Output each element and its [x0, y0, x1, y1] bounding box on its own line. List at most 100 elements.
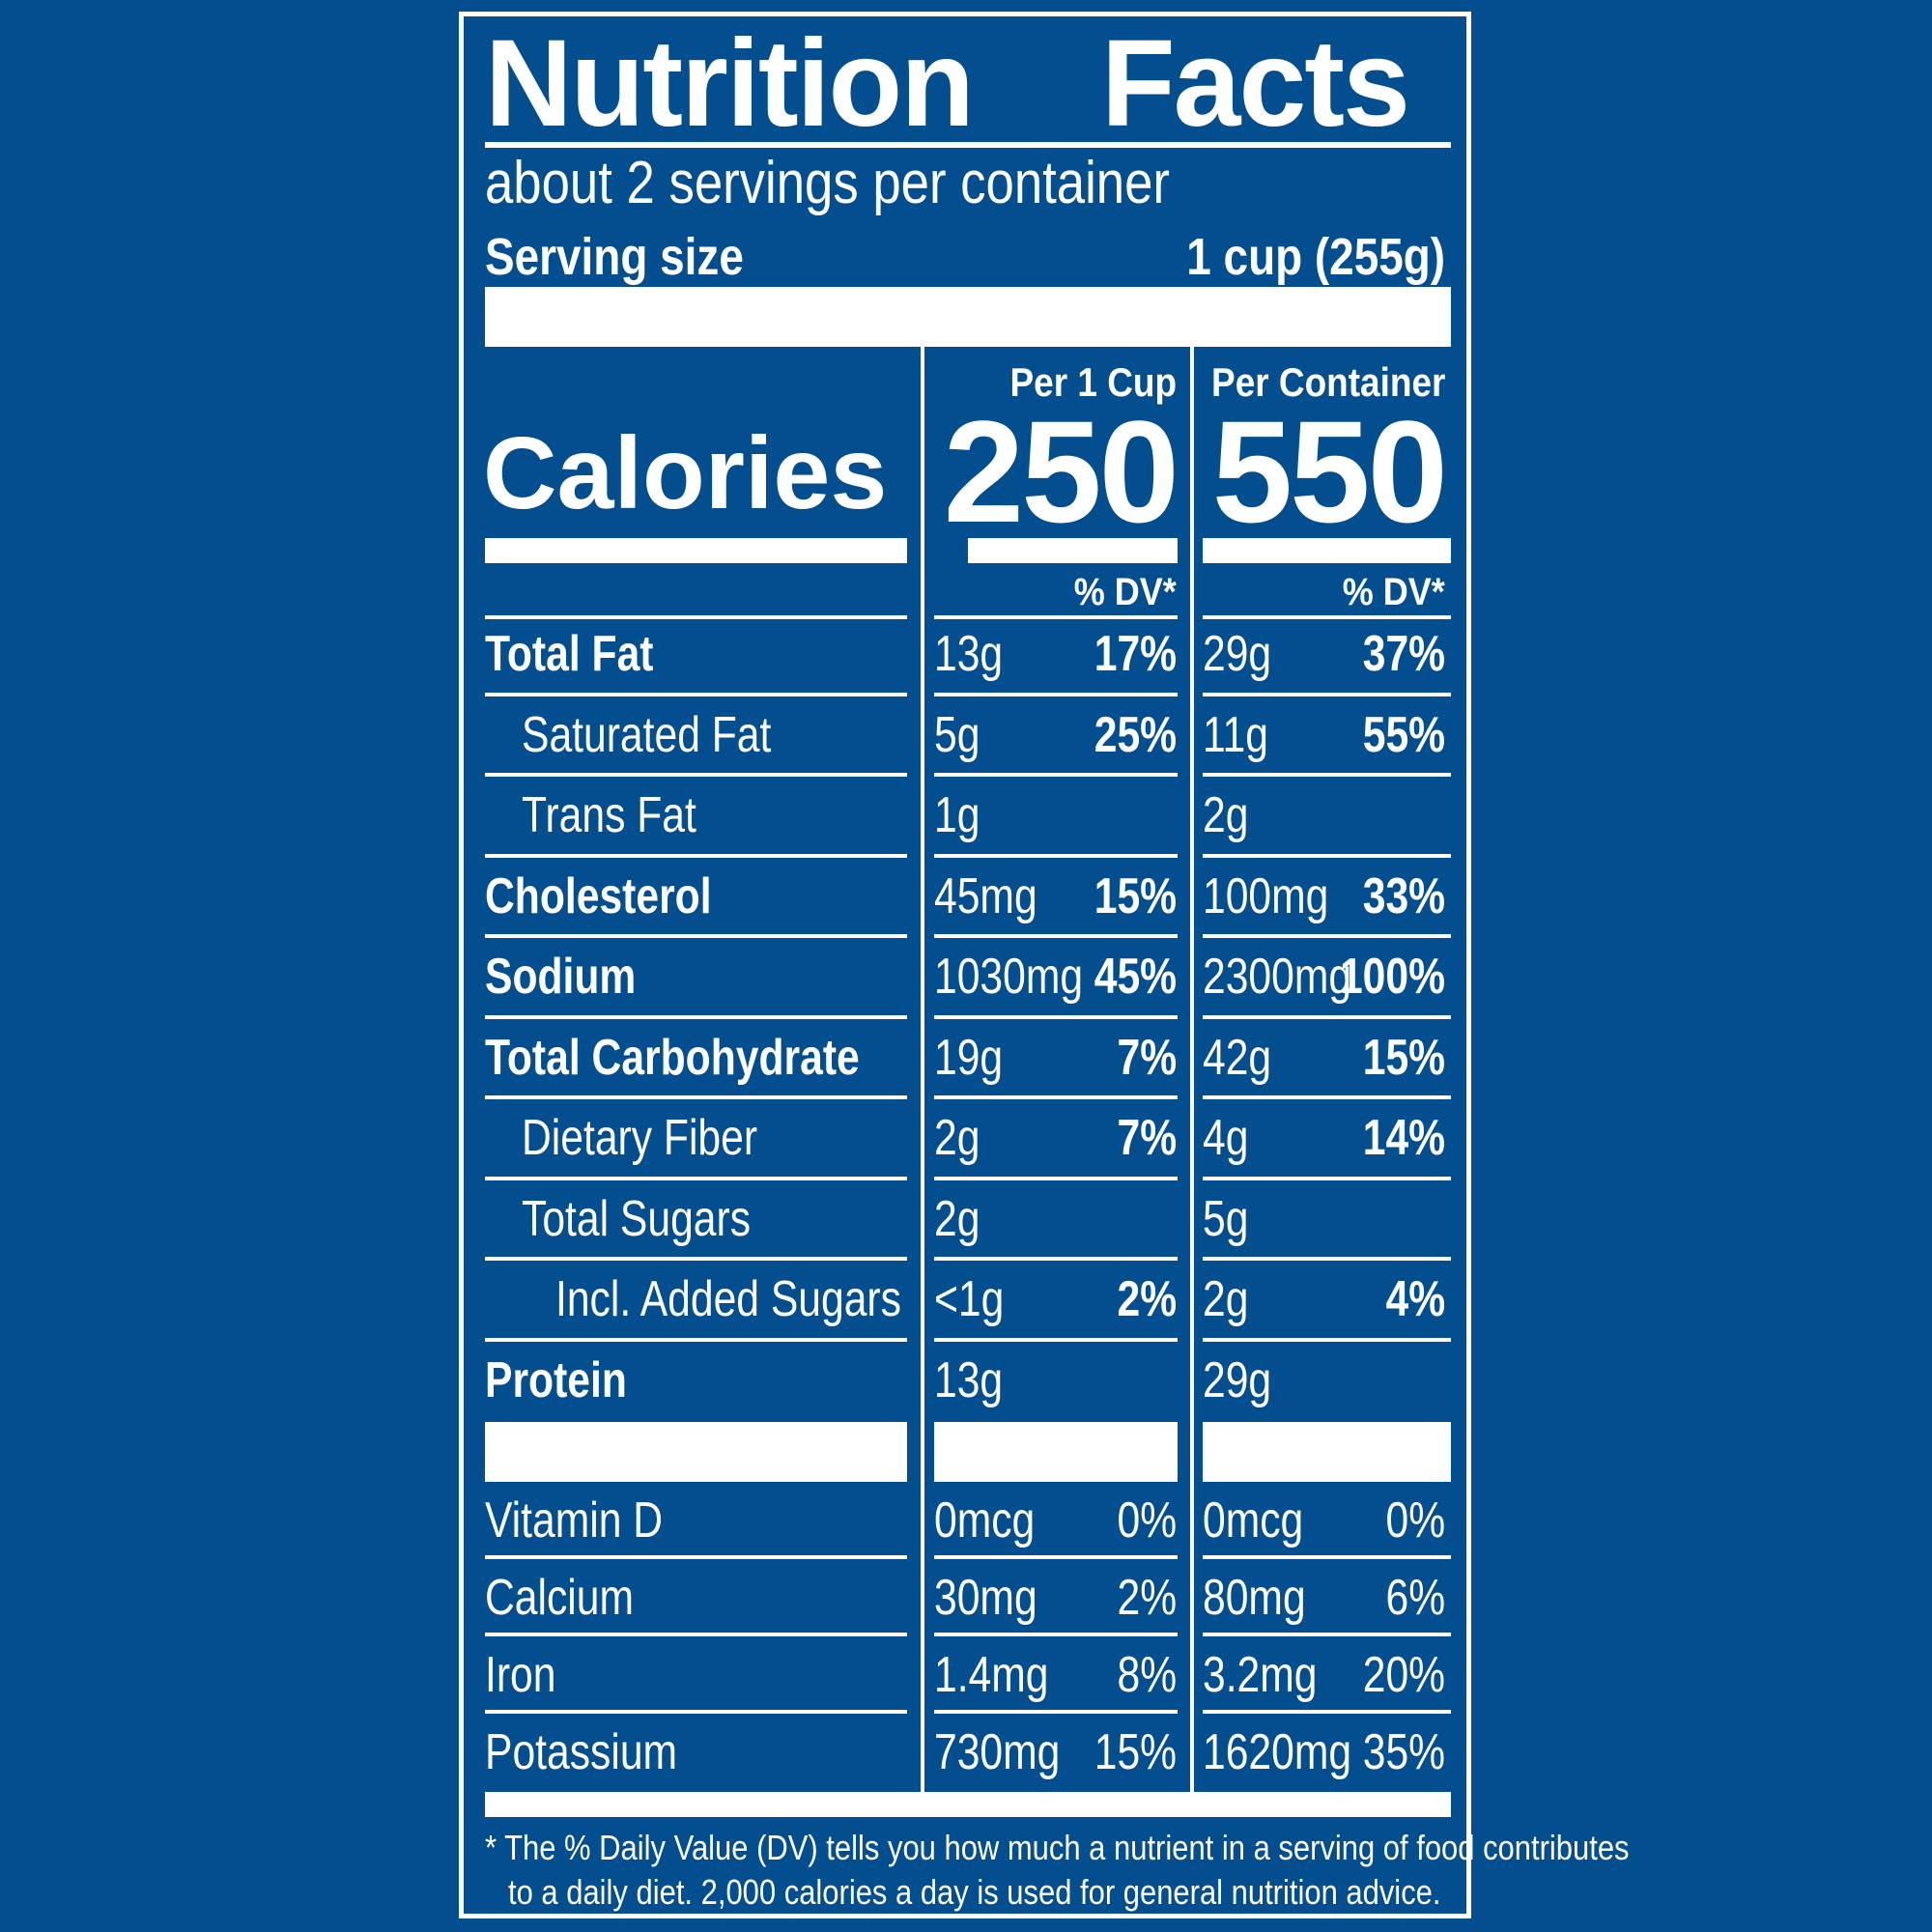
thick-bar-bottom [485, 1792, 1451, 1817]
vitamin-amount-per-container: 1620mg [1203, 1724, 1352, 1780]
serving-size-label: Serving size [485, 228, 744, 286]
nutrient-dv-per-container: 15% [1362, 1029, 1445, 1086]
dv-header-per-container: % DV* [1342, 571, 1445, 613]
row-rule-col2 [1203, 1337, 1451, 1342]
column-header-per-container: Per Container [1210, 359, 1445, 405]
vitamin-amount-per-container: 80mg [1203, 1570, 1306, 1626]
nutrient-amount-per-container: 4g [1203, 1110, 1249, 1166]
vitamin-amount-per-cup: 0mcg [934, 1492, 1036, 1548]
row-rule-label [485, 1257, 907, 1261]
nutrient-label: Cholesterol [485, 867, 712, 924]
nutrient-dv-per-cup: 15% [1094, 867, 1177, 924]
calories-per-cup: 250 [943, 390, 1179, 553]
row-rule-col1 [934, 773, 1178, 777]
nutrient-dv-per-container: 37% [1362, 626, 1445, 682]
nutrient-amount-per-container: 29g [1203, 1351, 1272, 1408]
vitamin-dv-per-cup: 15% [1094, 1724, 1177, 1780]
thick-bar-top [485, 287, 1451, 347]
row-rule-label [485, 1555, 907, 1559]
row-rule-label [485, 692, 907, 696]
nutrient-amount-per-container: 100mg [1203, 867, 1329, 924]
row-rule-col1 [934, 1095, 1178, 1099]
row-rule-col1 [934, 1710, 1178, 1714]
vitamin-dv-per-cup: 8% [1117, 1647, 1177, 1703]
nutrient-amount-per-container: 11g [1203, 706, 1268, 763]
row-rule-label [485, 1176, 907, 1180]
row-rule-col1 [934, 1337, 1178, 1342]
vitamin-label: Calcium [485, 1570, 635, 1626]
nutrient-label: Incl. Added Sugars [555, 1271, 901, 1327]
title-facts: Facts [1101, 14, 1410, 153]
nutrient-amount-per-container: 42g [1203, 1029, 1272, 1086]
row-rule-col2 [1203, 615, 1451, 619]
vitamin-dv-per-container: 6% [1385, 1570, 1445, 1626]
row-rule-label [485, 853, 907, 858]
nutrient-dv-per-cup: 25% [1094, 706, 1177, 763]
row-rule-col2 [1203, 1633, 1451, 1636]
row-rule-col2 [1203, 773, 1451, 777]
row-rule-col1 [934, 1633, 1178, 1636]
row-rule-col1 [934, 1555, 1178, 1559]
footnote-line-1: * The % Daily Value (DV) tells you how m… [485, 1828, 1630, 1867]
vitamin-amount-per-container: 3.2mg [1203, 1647, 1318, 1703]
column-header-per-cup: Per 1 Cup [1009, 359, 1177, 405]
row-rule-label [485, 1337, 907, 1342]
row-rule-col1 [934, 934, 1178, 938]
vitamin-dv-per-container: 20% [1362, 1647, 1445, 1703]
vitamin-label: Vitamin D [485, 1492, 664, 1548]
nutrient-amount-per-cup: 19g [934, 1029, 1004, 1086]
footnote-line-2: to a daily diet. 2,000 calories a day is… [508, 1872, 1441, 1912]
vitamin-amount-per-cup: 730mg [934, 1724, 1061, 1780]
row-rule-label [485, 615, 907, 619]
row-rule-col2 [1203, 1710, 1451, 1714]
nutrient-label: Saturated Fat [522, 706, 772, 763]
nutrient-amount-per-container: 5g [1203, 1190, 1249, 1247]
nutrient-dv-per-cup: 7% [1117, 1110, 1177, 1166]
nutrient-amount-per-cup: <1g [934, 1271, 1005, 1327]
nutrient-amount-per-cup: 13g [934, 626, 1004, 682]
row-rule-label [485, 1095, 907, 1099]
nutrient-amount-per-cup: 45mg [934, 867, 1037, 924]
row-rule-col1 [934, 1176, 1178, 1180]
nutrient-amount-per-cup: 2g [934, 1110, 980, 1166]
row-rule-label [485, 1014, 907, 1019]
row-rule-col1 [934, 853, 1178, 858]
row-rule-col2 [1203, 934, 1451, 938]
row-rule-label [485, 1710, 907, 1714]
thick-bar-vitamins-col1 [934, 1422, 1178, 1482]
row-rule-label [485, 773, 907, 777]
serving-size-value: 1 cup (255g) [1186, 228, 1445, 286]
nutrient-label: Sodium [485, 949, 637, 1005]
vitamin-amount-per-cup: 1.4mg [934, 1647, 1049, 1703]
vitamin-label: Potassium [485, 1724, 678, 1780]
row-rule-col1 [934, 1014, 1178, 1019]
vitamin-dv-per-cup: 0% [1117, 1492, 1177, 1548]
nutrient-dv-per-cup: 17% [1094, 626, 1177, 682]
column-divider-2 [1190, 347, 1194, 1792]
row-rule-col2 [1203, 1257, 1451, 1261]
vitamin-amount-per-container: 0mcg [1203, 1492, 1304, 1548]
nutrient-label: Total Sugars [522, 1190, 752, 1247]
column-divider-1 [921, 347, 924, 1792]
nutrient-amount-per-cup: 13g [934, 1351, 1004, 1408]
calories-label: Calories [483, 416, 888, 530]
calories-rule-col1 [968, 538, 1178, 563]
title-nutrition: Nutrition [485, 14, 975, 153]
calories-rule-col2 [1203, 538, 1451, 563]
nutrient-amount-per-cup: 2g [934, 1190, 980, 1247]
row-rule-col2 [1203, 853, 1451, 858]
row-rule-col2 [1203, 1014, 1451, 1019]
row-rule-label [485, 934, 907, 938]
nutrition-facts-panel: Nutrition Facts about 2 servings per con… [459, 12, 1630, 1918]
row-rule-col1 [934, 692, 1178, 696]
nutrient-amount-per-container: 2g [1203, 1271, 1249, 1327]
nutrient-dv-per-container: 100% [1339, 949, 1445, 1005]
nutrient-amount-per-container: 2g [1203, 787, 1249, 843]
calories-per-container: 550 [1211, 390, 1448, 553]
nutrient-dv-per-container: 4% [1385, 1271, 1445, 1327]
vitamin-label: Iron [485, 1647, 556, 1703]
nutrient-dv-per-container: 14% [1362, 1110, 1445, 1166]
vitamin-dv-per-container: 0% [1385, 1492, 1445, 1548]
nutrient-dv-per-cup: 45% [1094, 949, 1177, 1005]
servings-per-container: about 2 servings per container [485, 150, 1170, 216]
